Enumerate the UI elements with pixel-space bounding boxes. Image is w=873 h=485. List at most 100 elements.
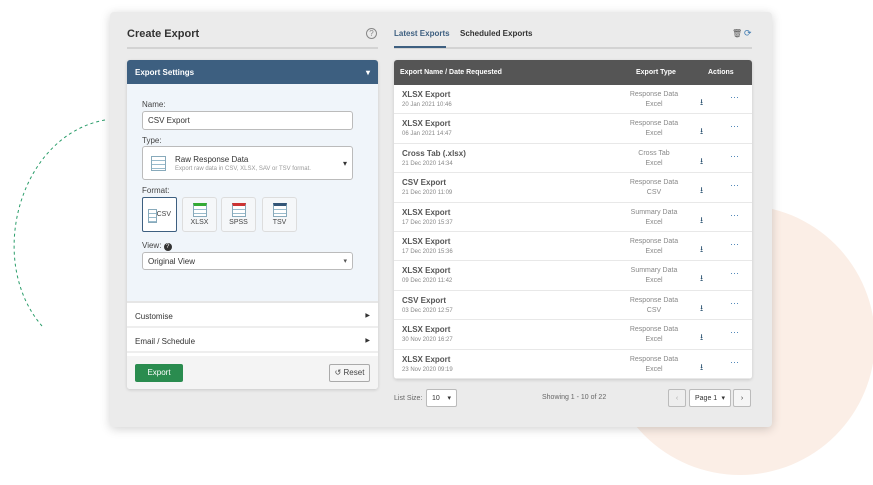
- col-type: Export Type: [636, 69, 676, 76]
- exports-table: Export Name / Date Requested Export Type…: [394, 60, 752, 379]
- export-type: Summary Data Excel: [630, 208, 678, 226]
- more-options-icon[interactable]: ···: [730, 92, 739, 102]
- more-options-icon[interactable]: ···: [730, 238, 739, 249]
- export-settings-header[interactable]: Export Settings ▾: [127, 60, 378, 84]
- view-select[interactable]: Original View ▾: [142, 252, 353, 270]
- name-input[interactable]: CSV Export: [142, 111, 353, 130]
- create-export-title: Create Export: [127, 28, 200, 40]
- table-row: XLSX Export 30 Nov 2020 16:27 Response D…: [394, 320, 752, 350]
- table-row: CSV Export 03 Dec 2020 12:57 Response Da…: [394, 291, 752, 321]
- table-row: XLSX Export 17 Dec 2020 15:36 Response D…: [394, 232, 752, 262]
- name-value: CSV Export: [148, 116, 190, 125]
- customise-section[interactable]: Customise ▶: [127, 303, 378, 328]
- export-name: XLSX Export: [402, 325, 451, 335]
- type-select[interactable]: Raw Response Data Export raw data in CSV,…: [142, 146, 353, 180]
- format-xlsx[interactable]: XLSX: [182, 197, 217, 232]
- next-page-button[interactable]: ›: [733, 389, 751, 407]
- download-icon[interactable]: ⭳: [700, 126, 704, 137]
- format-label-xlsx: XLSX: [190, 219, 209, 226]
- more-options-icon[interactable]: ···: [730, 268, 739, 279]
- table-icon: [151, 155, 166, 171]
- list-size-select[interactable]: 10 ▾: [426, 389, 457, 407]
- export-date: 03 Dec 2020 12:57: [402, 307, 453, 314]
- more-options-icon[interactable]: ···: [730, 209, 739, 220]
- reset-button[interactable]: ↺ Reset: [329, 364, 370, 382]
- download-icon[interactable]: ⭳: [700, 302, 704, 313]
- caret-down-icon: ▾: [342, 158, 347, 168]
- format-csv[interactable]: CSV: [142, 197, 177, 232]
- tsv-icon: [272, 203, 287, 217]
- trash-icon[interactable]: 🗑: [732, 29, 743, 38]
- prev-page-button[interactable]: ‹: [668, 389, 686, 407]
- format-spss[interactable]: SPSS: [221, 197, 256, 232]
- divider: [127, 47, 378, 49]
- more-options-icon[interactable]: ···: [730, 297, 739, 308]
- export-card: Create Export ? Export Settings ▾ Name: C…: [110, 12, 772, 427]
- download-icon[interactable]: ⭳: [700, 185, 704, 196]
- format-label: Format:: [142, 186, 170, 195]
- caret-right-icon: ▶: [365, 338, 370, 344]
- more-options-icon[interactable]: ···: [730, 121, 739, 132]
- question-circle-icon[interactable]: ?: [366, 28, 377, 39]
- more-options-icon[interactable]: ···: [730, 180, 739, 191]
- tab-latest-exports[interactable]: Latest Exports: [394, 29, 450, 38]
- email-schedule-label: Email / Schedule: [135, 337, 196, 346]
- download-icon[interactable]: ⭳: [700, 155, 704, 166]
- export-button[interactable]: Export: [135, 364, 183, 382]
- caret-right-icon: ▶: [365, 313, 370, 319]
- more-options-icon[interactable]: ···: [730, 327, 739, 338]
- export-name: XLSX Export: [402, 207, 451, 217]
- type-label: Type:: [142, 136, 162, 145]
- tab-scheduled-exports[interactable]: Scheduled Exports: [460, 29, 533, 38]
- table-row: XLSX Export 06 Jan 2021 14:47 Response D…: [394, 114, 752, 144]
- more-options-icon[interactable]: ···: [730, 150, 739, 161]
- format-label-tsv: TSV: [272, 219, 287, 226]
- showing-count: Showing 1 - 10 of 22: [542, 394, 607, 401]
- csv-icon: [148, 209, 157, 223]
- table-row: XLSX Export 23 Nov 2020 09:19 Response D…: [394, 350, 752, 379]
- col-actions: Actions: [708, 69, 734, 76]
- view-label: View: ?: [142, 241, 172, 251]
- export-name: CSV Export: [402, 178, 447, 188]
- caret-down-icon: ▾: [365, 68, 370, 77]
- download-icon[interactable]: ⭳: [700, 243, 704, 254]
- active-tab-indicator: [394, 46, 446, 48]
- caret-down-icon: ▾: [721, 395, 725, 402]
- export-settings-panel: Export Settings ▾ Name: CSV Export Type: …: [127, 60, 378, 389]
- export-name: XLSX Export: [402, 90, 451, 99]
- list-size-value: 10: [432, 394, 440, 402]
- page-select[interactable]: Page 1 ▾: [689, 389, 731, 407]
- name-label: Name:: [142, 100, 166, 109]
- table-row: Cross Tab (.xlsx) 21 Dec 2020 14:34 Cros…: [394, 144, 752, 174]
- export-date: 21 Dec 2020 14:34: [402, 160, 453, 167]
- export-date: 21 Dec 2020 11:09: [402, 190, 453, 197]
- export-type: Summary Data Excel: [630, 267, 678, 285]
- export-type: Response Data CSV: [629, 179, 679, 197]
- email-schedule-section[interactable]: Email / Schedule ▶: [127, 328, 378, 353]
- export-date: 20 Jan 2021 10:46: [402, 102, 452, 108]
- download-icon[interactable]: ⭳: [700, 214, 704, 225]
- view-value: Original View: [148, 256, 195, 266]
- export-name: XLSX Export: [402, 354, 451, 364]
- format-label-spss: SPSS: [229, 219, 248, 226]
- more-options-icon[interactable]: ···: [730, 356, 739, 367]
- download-icon[interactable]: ⭳: [700, 273, 704, 284]
- export-date: 17 Dec 2020 15:36: [402, 248, 453, 255]
- export-name: Cross Tab (.xlsx): [402, 148, 466, 158]
- export-date: 30 Nov 2020 16:27: [402, 337, 453, 344]
- export-type: Response Data Excel: [629, 120, 679, 138]
- refresh-icon[interactable]: ⟳: [744, 28, 752, 38]
- download-icon[interactable]: ⭳: [700, 361, 704, 372]
- help-icon: ?: [163, 243, 172, 251]
- decorative-dashed-arc: [13, 119, 106, 327]
- col-name: Export Name / Date Requested: [400, 69, 502, 76]
- download-icon[interactable]: ⭳: [700, 97, 704, 107]
- type-title: Raw Response Data: [175, 154, 249, 164]
- xlsx-icon: [192, 203, 207, 217]
- list-size-label: List Size:: [394, 395, 423, 402]
- download-icon[interactable]: ⭳: [700, 332, 704, 343]
- export-type: Response Data Excel: [629, 237, 679, 255]
- format-tsv[interactable]: TSV: [262, 197, 297, 232]
- export-date: 17 Dec 2020 15:37: [402, 219, 453, 226]
- reset-label: Reset: [343, 368, 365, 377]
